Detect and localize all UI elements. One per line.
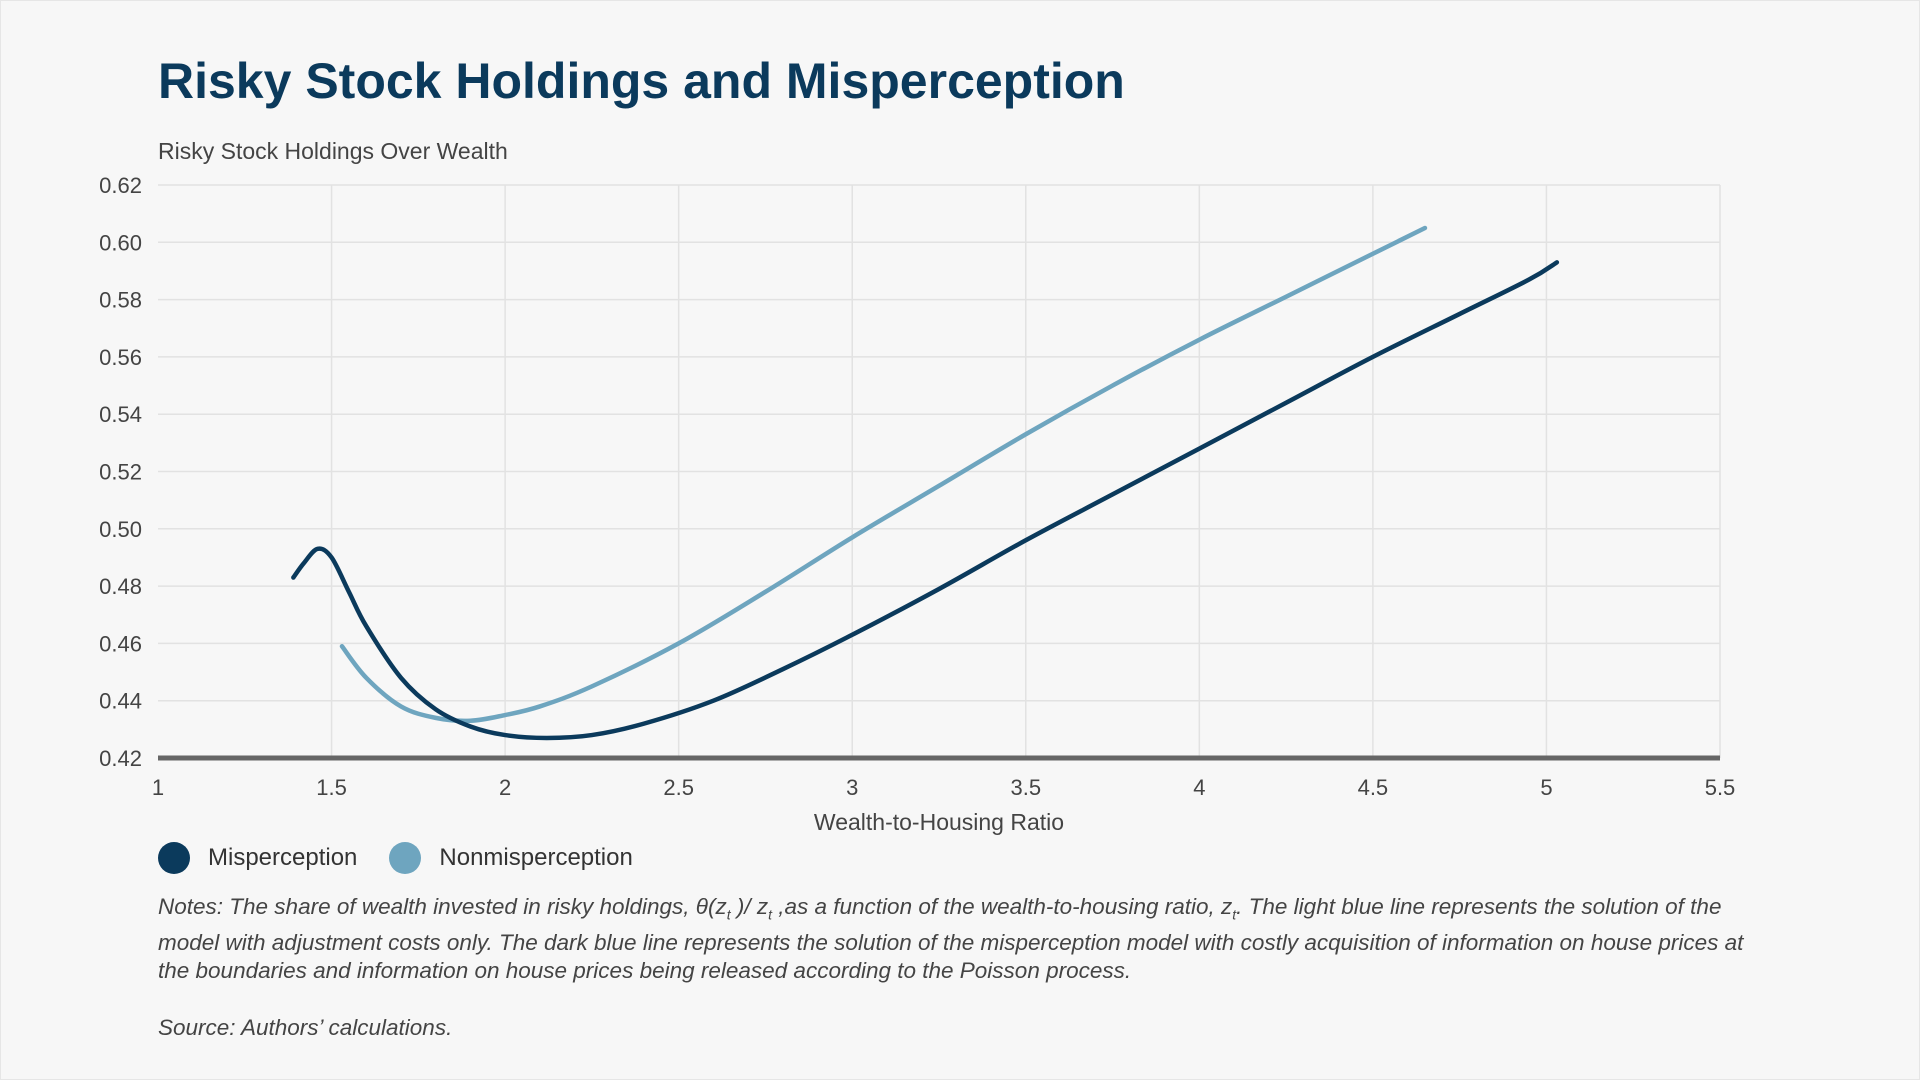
series-lines xyxy=(291,225,1560,741)
x-tick-label: 2 xyxy=(499,775,511,800)
y-tick-label: 0.52 xyxy=(99,460,142,485)
x-tick-label: 4.5 xyxy=(1358,775,1389,800)
legend-label-nonmisperception: Nonmisperception xyxy=(439,844,633,871)
series-line-nonmisperception xyxy=(339,225,1428,724)
grid xyxy=(158,184,1721,758)
series-line-misperception xyxy=(291,260,1560,741)
x-axis-label: Wealth-to-Housing Ratio xyxy=(814,809,1064,835)
notes-sub-1: t xyxy=(726,906,731,923)
legend-item-misperception: Misperception xyxy=(158,842,357,874)
notes-text-1: Notes: The share of wealth invested in r… xyxy=(158,894,727,919)
y-tick-label: 0.48 xyxy=(99,574,142,599)
notes-text-2: )/ z xyxy=(730,894,769,919)
legend: Misperception Nonmisperception xyxy=(158,842,665,874)
notes-text-3: ,as a function of the wealth-to-housing … xyxy=(772,894,1233,919)
y-tick-label: 0.54 xyxy=(99,402,142,427)
x-tick-labels: 1 1.5 2 2.5 3 3.5 4 4.5 5 5.5 xyxy=(152,775,1735,800)
legend-swatch-misperception xyxy=(158,842,190,874)
y-tick-label: 0.42 xyxy=(99,746,142,771)
x-tick-label: 3.5 xyxy=(1010,775,1041,800)
x-tick-label: 2.5 xyxy=(663,775,694,800)
y-tick-label: 0.58 xyxy=(99,288,142,313)
notes-sub-2: t xyxy=(768,906,772,923)
y-tick-label: 0.56 xyxy=(99,345,142,370)
legend-swatch-nonmisperception xyxy=(389,842,422,874)
chart-title: Risky Stock Holdings and Misperception xyxy=(158,53,1125,109)
y-tick-label: 0.46 xyxy=(99,631,142,656)
y-tick-label: 0.62 xyxy=(99,173,142,198)
x-tick-label: 5 xyxy=(1540,775,1552,800)
x-tick-label: 1.5 xyxy=(316,775,347,800)
chart-notes: Notes: The share of wealth invested in r… xyxy=(158,893,1778,985)
y-tick-label: 0.50 xyxy=(99,517,142,542)
y-tick-label: 0.44 xyxy=(99,689,142,714)
x-tick-label: 1 xyxy=(152,775,164,800)
legend-item-nonmisperception: Nonmisperception xyxy=(389,842,633,874)
chart-source: Source: Authors’ calculations. xyxy=(158,1015,453,1040)
notes-text-4: . The light blue line represents the sol… xyxy=(158,894,1744,983)
y-axis-label: Risky Stock Holdings Over Wealth xyxy=(158,138,508,164)
x-tick-label: 3 xyxy=(846,775,858,800)
x-tick-label: 5.5 xyxy=(1705,775,1736,800)
y-tick-labels: 0.42 0.44 0.46 0.48 0.50 0.52 0.54 0.56 0.58 0.60… xyxy=(99,173,142,771)
y-tick-label: 0.60 xyxy=(99,230,142,255)
x-tick-label: 4 xyxy=(1193,775,1205,800)
notes-sub-3: t xyxy=(1232,906,1237,923)
line-chart: 0.42 0.44 0.46 0.48 0.50 0.52 0.54 0.56 0.58 0.60… xyxy=(99,173,1735,835)
legend-label-misperception: Misperception xyxy=(208,844,358,871)
